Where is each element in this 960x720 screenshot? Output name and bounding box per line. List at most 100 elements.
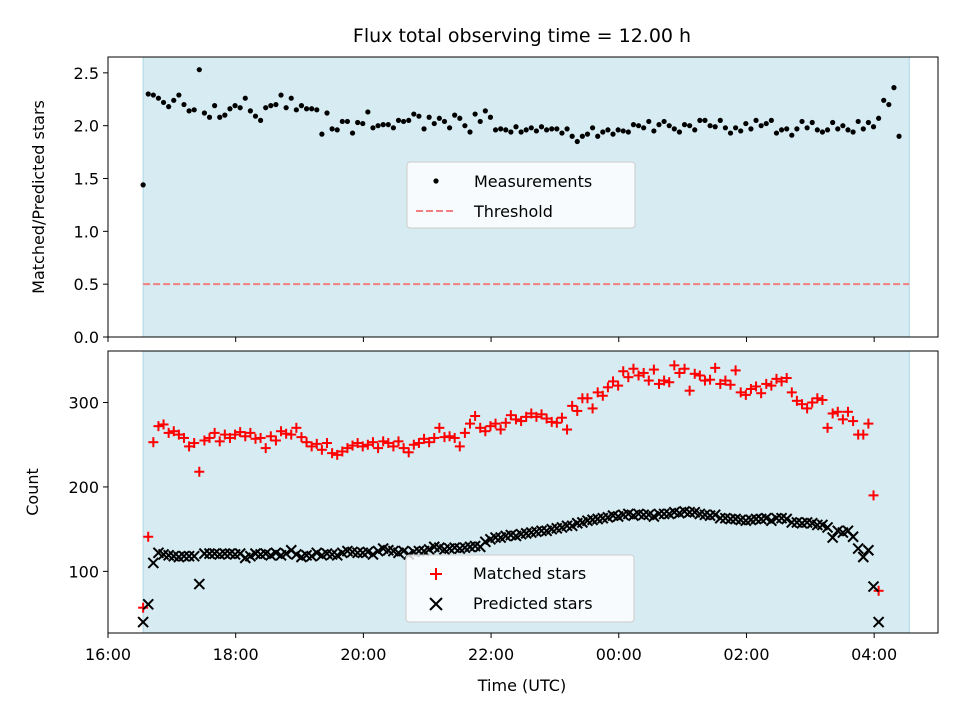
matched-star-point (643, 375, 654, 386)
predicted-star-point (637, 509, 650, 521)
matched-star-point (342, 443, 353, 454)
matched-star-point (214, 436, 225, 447)
measurement-point (569, 133, 575, 139)
matched-star-point (705, 374, 716, 385)
y-tick-label: 300 (68, 394, 99, 413)
measurement-point (390, 125, 396, 131)
measurement-point (855, 118, 861, 125)
predicted-star-point (280, 547, 292, 560)
measurement-point (303, 106, 310, 112)
matched-star-point (628, 363, 639, 374)
predicted-star-point (305, 550, 318, 562)
matched-star-point (255, 432, 266, 443)
y-tick-label: 0.5 (74, 275, 99, 294)
measurement-point (227, 106, 233, 112)
measurement-point (385, 122, 391, 128)
measurement-point (487, 114, 494, 120)
measurement-point (625, 129, 631, 135)
matched-star-point (674, 367, 685, 378)
predicted-star-point (847, 531, 859, 543)
measurement-point (840, 123, 846, 129)
predicted-star-point (198, 547, 211, 560)
matched-star-point (357, 441, 368, 452)
measurement-point (748, 126, 754, 132)
measurement-point (712, 124, 718, 130)
measurement-point (671, 126, 677, 132)
measurement-point (324, 110, 330, 116)
x-tick-label: 04:00 (851, 645, 897, 664)
measurement-point (835, 126, 841, 132)
measurement-point (482, 108, 488, 114)
matched-star-point (367, 437, 378, 448)
matched-star-point (475, 422, 486, 433)
matched-star-point (347, 440, 358, 451)
predicted-star-point (770, 512, 783, 524)
measurement-point (140, 182, 146, 188)
matched-star-point (802, 403, 813, 414)
measurement-point (360, 120, 366, 127)
matched-star-point (812, 393, 823, 404)
matched-star-point (807, 397, 818, 408)
predicted-star-point (653, 508, 665, 520)
predicted-star-point (147, 557, 160, 569)
predicted-star-point (203, 547, 216, 560)
matched-star-point (822, 422, 833, 433)
measurement-point (697, 117, 703, 123)
matched-star-point (138, 602, 149, 613)
measurement-point (222, 112, 228, 118)
measurement-point (513, 124, 519, 130)
predicted-star-point (821, 521, 834, 534)
matched-star-point (332, 449, 343, 460)
legend-measurements-label: Measurements (474, 172, 592, 191)
measurement-point (344, 118, 351, 125)
measurement-point (778, 127, 785, 133)
measurement-point (630, 122, 637, 128)
matched-star-point (858, 429, 869, 440)
matched-star-point (868, 490, 879, 501)
measurement-point (242, 95, 248, 101)
measurement-point (738, 128, 744, 134)
matched-star-point (648, 364, 659, 375)
measurement-point (830, 119, 836, 126)
matched-star-point (684, 385, 695, 396)
y-tick-label: 100 (68, 562, 99, 581)
measurement-point (171, 97, 177, 103)
matched-star-point (306, 441, 317, 452)
matched-star-point (219, 429, 230, 440)
matched-star-point (495, 424, 506, 435)
measurement-point (426, 114, 432, 120)
bottom-legend-box (405, 554, 635, 623)
matched-star-point (230, 429, 241, 440)
x-tick-label: 22:00 (468, 645, 514, 664)
measurement-point (886, 101, 892, 108)
predicted-star-point (852, 542, 864, 555)
measurement-point (763, 120, 769, 127)
measurement-point (824, 127, 831, 133)
x-tick-label: 00:00 (596, 645, 642, 664)
matched-star-point (296, 432, 307, 443)
predicted-star-point (183, 550, 195, 562)
measurement-point (676, 129, 683, 135)
matched-star-point (424, 437, 435, 448)
matched-star-point (270, 435, 281, 446)
matched-star-point (199, 435, 210, 446)
measurement-point (615, 127, 621, 133)
measurement-point (870, 124, 877, 130)
matched-star-point (184, 441, 195, 452)
measurement-point (610, 131, 616, 137)
bottom-plot-frame (107, 350, 939, 634)
matched-star-point (613, 380, 624, 391)
matched-star-point (470, 411, 481, 422)
matched-star-point (240, 431, 251, 442)
measurement-point (692, 127, 698, 133)
measurement-point (881, 97, 887, 103)
predicted-star-point (142, 598, 154, 611)
predicted-star-point (786, 516, 798, 529)
measurement-point (743, 120, 749, 127)
matched-star-point (444, 431, 455, 442)
predicted-star-point (137, 616, 149, 628)
predicted-star-point (397, 545, 410, 557)
matched-star-point (204, 432, 215, 443)
measurement-point (528, 125, 534, 131)
